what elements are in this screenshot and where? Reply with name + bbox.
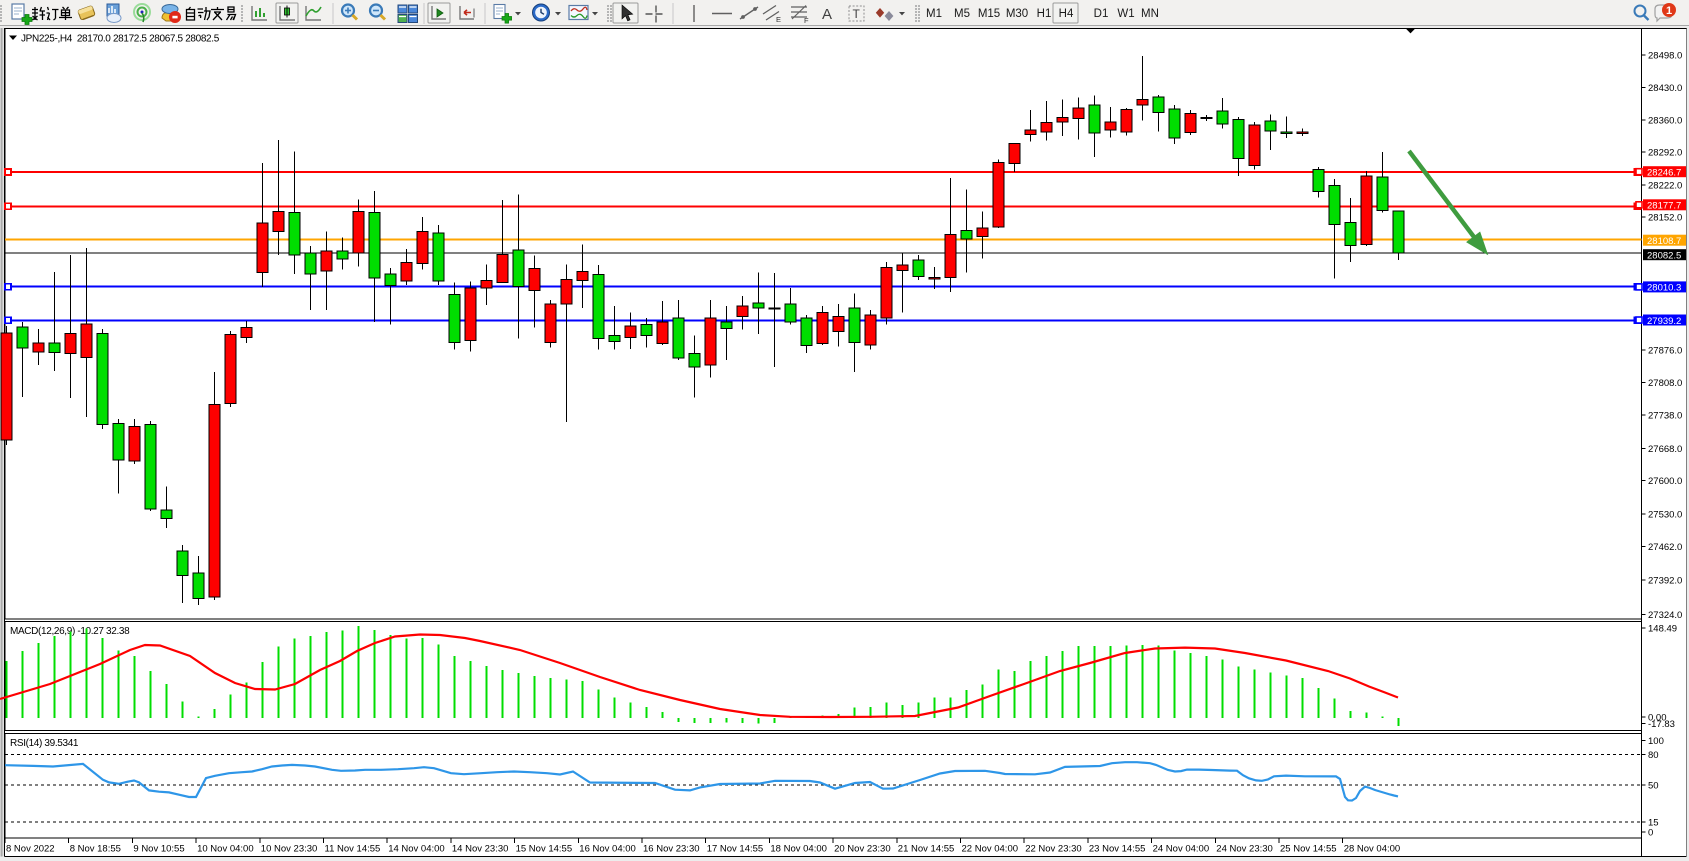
- svg-text:28152.0: 28152.0: [1648, 212, 1682, 223]
- svg-text:27668.0: 27668.0: [1648, 444, 1682, 455]
- svg-text:MN: MN: [1141, 8, 1159, 20]
- svg-text:23 Nov 14:55: 23 Nov 14:55: [1089, 844, 1146, 855]
- svg-text:8 Nov 18:55: 8 Nov 18:55: [70, 844, 121, 855]
- svg-text:M15: M15: [978, 8, 1000, 20]
- svg-text:D1: D1: [1094, 8, 1109, 20]
- svg-text:27530.0: 27530.0: [1648, 509, 1682, 520]
- svg-text:24 Nov 04:00: 24 Nov 04:00: [1153, 844, 1210, 855]
- svg-text:F: F: [804, 16, 809, 25]
- svg-text:27600.0: 27600.0: [1648, 476, 1682, 487]
- svg-text:M1: M1: [926, 8, 942, 20]
- svg-text:W1: W1: [1117, 8, 1134, 20]
- svg-text:1: 1: [1666, 5, 1672, 17]
- svg-text:28292.0: 28292.0: [1648, 147, 1682, 158]
- svg-text:27324.0: 27324.0: [1648, 610, 1682, 621]
- svg-text:28222.0: 28222.0: [1648, 181, 1682, 192]
- svg-text:21 Nov 14:55: 21 Nov 14:55: [898, 844, 955, 855]
- svg-text:27738.0: 27738.0: [1648, 411, 1682, 422]
- svg-text:JPN225-,H4 28170.0 28172.5 28: JPN225-,H4 28170.0 28172.5 28067.5 28082…: [21, 34, 220, 45]
- svg-text:28360.0: 28360.0: [1648, 115, 1682, 126]
- svg-text:M30: M30: [1006, 8, 1028, 20]
- svg-text:28498.0: 28498.0: [1648, 50, 1682, 61]
- svg-text:50: 50: [1648, 781, 1659, 792]
- svg-text:0: 0: [1648, 828, 1653, 839]
- svg-text:28430.0: 28430.0: [1648, 83, 1682, 94]
- svg-text:15 Nov 14:55: 15 Nov 14:55: [516, 844, 573, 855]
- svg-text:28 Nov 04:00: 28 Nov 04:00: [1344, 844, 1401, 855]
- svg-text:27876.0: 27876.0: [1648, 345, 1682, 356]
- svg-text:22 Nov 23:30: 22 Nov 23:30: [1025, 844, 1082, 855]
- svg-text:0.00: 0.00: [1648, 712, 1667, 723]
- svg-text:25 Nov 14:55: 25 Nov 14:55: [1280, 844, 1337, 855]
- svg-text:A: A: [822, 6, 832, 23]
- svg-text:27808.0: 27808.0: [1648, 378, 1682, 389]
- svg-text:10 Nov 23:30: 10 Nov 23:30: [261, 844, 318, 855]
- svg-text:100: 100: [1648, 736, 1664, 747]
- svg-text:-17.83: -17.83: [1648, 719, 1675, 730]
- svg-text:17 Nov 14:55: 17 Nov 14:55: [707, 844, 764, 855]
- svg-text:16 Nov 23:30: 16 Nov 23:30: [643, 844, 700, 855]
- svg-text:RSI(14) 39.5341: RSI(14) 39.5341: [10, 738, 79, 749]
- svg-text:22 Nov 04:00: 22 Nov 04:00: [962, 844, 1019, 855]
- svg-text:20 Nov 23:30: 20 Nov 23:30: [834, 844, 891, 855]
- svg-text:28177.7: 28177.7: [1647, 201, 1681, 212]
- svg-text:E: E: [776, 15, 781, 24]
- svg-text:27462.0: 27462.0: [1648, 542, 1682, 553]
- svg-text:H4: H4: [1059, 8, 1074, 20]
- svg-text:28108.7: 28108.7: [1647, 236, 1681, 247]
- svg-text:14 Nov 23:30: 14 Nov 23:30: [452, 844, 509, 855]
- svg-text:14 Nov 04:00: 14 Nov 04:00: [388, 844, 445, 855]
- svg-text:27392.0: 27392.0: [1648, 576, 1682, 587]
- svg-text:28010.3: 28010.3: [1647, 283, 1681, 294]
- svg-text:T: T: [853, 7, 861, 21]
- svg-text:18 Nov 04:00: 18 Nov 04:00: [770, 844, 827, 855]
- svg-text:H1: H1: [1037, 8, 1052, 20]
- svg-text:M5: M5: [954, 8, 970, 20]
- svg-text:148.49: 148.49: [1648, 623, 1677, 634]
- svg-text:8 Nov 2022: 8 Nov 2022: [6, 844, 55, 855]
- svg-text:11 Nov 14:55: 11 Nov 14:55: [325, 844, 381, 855]
- svg-text:24 Nov 23:30: 24 Nov 23:30: [1216, 844, 1273, 855]
- svg-text:27939.2: 27939.2: [1647, 316, 1681, 327]
- svg-text:10 Nov 04:00: 10 Nov 04:00: [197, 844, 254, 855]
- svg-text:28082.5: 28082.5: [1647, 251, 1681, 262]
- svg-text:16 Nov 04:00: 16 Nov 04:00: [579, 844, 636, 855]
- svg-text:28246.7: 28246.7: [1647, 168, 1681, 179]
- svg-text:15: 15: [1648, 817, 1659, 828]
- svg-text:9 Nov 10:55: 9 Nov 10:55: [133, 844, 184, 855]
- svg-text:80: 80: [1648, 750, 1659, 761]
